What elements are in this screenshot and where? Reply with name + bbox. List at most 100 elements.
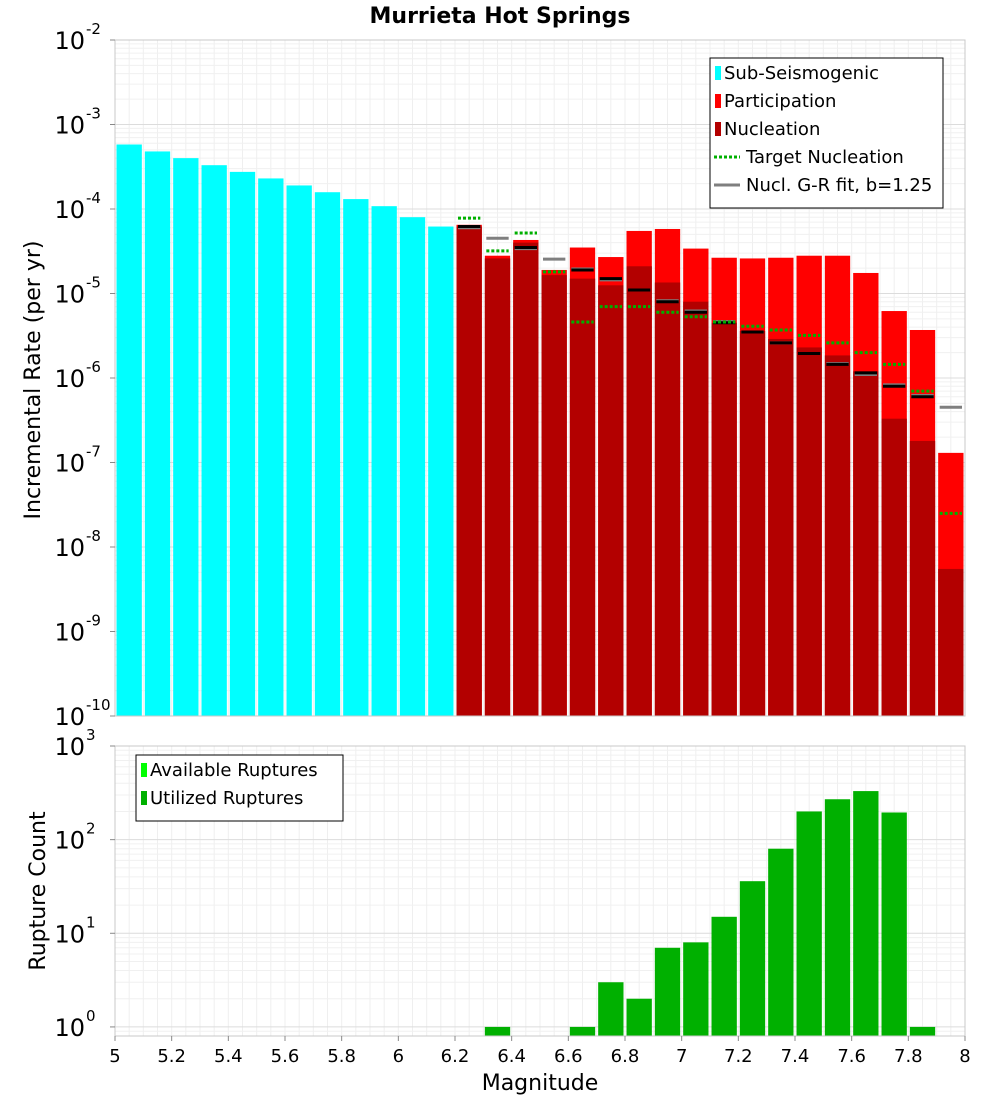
rate-y-tick-label: 10 (54, 450, 85, 478)
sub-seismogenic-bar (343, 199, 369, 716)
rate-marks (458, 216, 962, 515)
sub-seismogenic-bar (286, 185, 312, 717)
rate-y-tick-label: 10 (54, 281, 85, 309)
count-y-axis-label: Rupture Count (26, 811, 51, 971)
nucleation-bar (654, 282, 681, 716)
sub-seismogenic-bar (371, 206, 397, 716)
utilized-ruptures-bar (598, 982, 624, 1036)
utilized-ruptures-bar (739, 881, 766, 1036)
x-tick-label: 7.2 (724, 1046, 753, 1067)
utilized-ruptures-bar (683, 942, 709, 1036)
sub-seismogenic-bar (173, 158, 199, 717)
rate-y-tick-label: 10 (54, 196, 85, 224)
utilized-ruptures-bar (796, 811, 822, 1036)
rate-y-tick-label: 10 (54, 619, 85, 647)
count-legend-swatch (141, 791, 147, 805)
nucleation-bar (484, 258, 511, 716)
rate-bars (116, 144, 964, 717)
rate-legend-label: Sub-Seismogenic (724, 63, 879, 84)
utilized-ruptures-bar (881, 812, 907, 1036)
nucleation-bar (768, 338, 794, 716)
sub-seismogenic-bar (116, 144, 142, 716)
rate-y-tick-exponent: -8 (86, 527, 101, 545)
x-tick-label: 5 (109, 1046, 120, 1067)
x-tick-label: 6.8 (611, 1046, 640, 1067)
sub-seismogenic-bar (258, 178, 284, 717)
rate-legend-swatch (715, 122, 721, 136)
sub-seismogenic-bar (314, 192, 341, 716)
nucleation-bar (711, 322, 737, 716)
utilized-ruptures-bar (626, 998, 652, 1036)
x-tick-label: 5.8 (327, 1046, 356, 1067)
x-axis-label: Magnitude (482, 1071, 599, 1096)
nucleation-bar (853, 371, 879, 716)
rate-y-tick-exponent: -7 (86, 443, 101, 461)
nucleation-bar (513, 242, 539, 717)
rate-y-tick-label: 10 (54, 365, 85, 393)
rate-y-tick-exponent: -2 (86, 20, 101, 38)
x-tick-label: 6 (393, 1046, 404, 1067)
utilized-ruptures-bar (768, 848, 794, 1036)
rate-y-tick-label: 10 (54, 27, 85, 55)
utilized-ruptures-bar (654, 947, 681, 1036)
rate-legend-label: Nucl. G-R fit, b=1.25 (746, 175, 932, 196)
rate-legend: Sub-Seismogenic Participation Nucleation Ta… (709, 57, 944, 209)
x-tick-label: 7 (676, 1046, 687, 1067)
rate-y-tick-exponent: -4 (86, 189, 101, 207)
rate-legend-label: Participation (724, 91, 836, 112)
count-y-tick-exponent: 3 (86, 726, 96, 744)
count-y-tick-label: 10 (54, 827, 85, 855)
utilized-ruptures-bar (909, 1026, 936, 1036)
nucleation-bar (541, 275, 567, 716)
rate-y-tick-exponent: -9 (86, 612, 101, 630)
utilized-ruptures-bar (853, 791, 879, 1036)
nucleation-bar (456, 226, 482, 716)
x-tick-label: 5.6 (271, 1046, 300, 1067)
sub-seismogenic-bar (229, 171, 256, 716)
utilized-ruptures-bar (484, 1026, 511, 1036)
count-y-tick-exponent: 2 (86, 820, 96, 838)
x-tick-label: 6.6 (554, 1046, 583, 1067)
utilized-ruptures-bar (824, 799, 851, 1036)
nucleation-bar (598, 285, 624, 716)
sub-seismogenic-bar (399, 217, 426, 716)
count-y-tick-label: 10 (54, 1014, 85, 1042)
count-legend: Available Ruptures Utilized Ruptures (135, 754, 344, 822)
nucleation-bar (909, 440, 936, 716)
rate-legend-swatch (715, 66, 721, 80)
count-legend-label: Available Ruptures (150, 760, 318, 781)
rate-legend-label: Nucleation (724, 119, 820, 140)
rate-legend-label: Target Nucleation (745, 147, 904, 168)
count-y-tick-exponent: 1 (86, 913, 96, 931)
rate-y-tick-exponent: -10 (86, 696, 111, 714)
x-tick-label: 7.8 (894, 1046, 923, 1067)
rate-y-tick-label: 10 (54, 703, 85, 731)
x-tick-label: 7.6 (837, 1046, 866, 1067)
count-legend-label: Utilized Ruptures (150, 788, 303, 809)
count-y-tick-label: 10 (54, 733, 85, 761)
rate-y-tick-exponent: -6 (86, 358, 101, 376)
nucleation-bar (824, 355, 851, 716)
nucleation-bar (683, 301, 709, 716)
count-bars (484, 791, 936, 1036)
nucleation-bar (881, 418, 907, 716)
x-tick-label: 5.2 (157, 1046, 186, 1067)
x-tick-label: 5.4 (214, 1046, 243, 1067)
utilized-ruptures-bar (711, 916, 737, 1036)
nucleation-bar (569, 278, 596, 716)
rate-legend-swatch (715, 94, 721, 108)
sub-seismogenic-bar (201, 165, 227, 717)
count-plot-border (114, 745, 966, 1037)
rate-y-tick-label: 10 (54, 112, 85, 140)
utilized-ruptures-bar (569, 1026, 596, 1036)
count-legend-swatch (141, 763, 147, 777)
rate-y-tick-exponent: -5 (86, 274, 101, 292)
rate-y-axis-label: Incremental Rate (per yr) (21, 241, 46, 520)
count-y-tick-label: 10 (54, 920, 85, 948)
rate-gridlines (114, 39, 966, 717)
x-tick-label: 6.2 (441, 1046, 470, 1067)
